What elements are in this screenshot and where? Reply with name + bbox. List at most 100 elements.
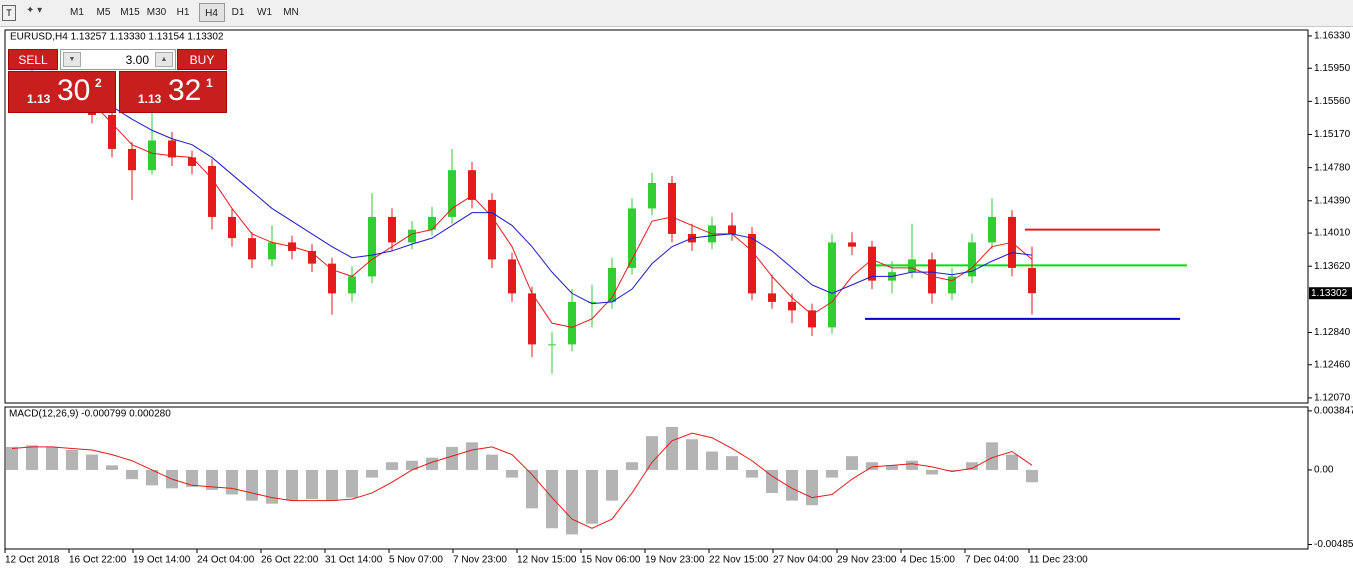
- x-tick-label: 4 Dec 15:00: [901, 555, 955, 566]
- macd-bar: [186, 469, 198, 487]
- volume-input[interactable]: ▼ 3.00 ▲: [60, 49, 176, 70]
- volume-value: 3.00: [125, 53, 149, 67]
- macd-bar: [566, 469, 578, 535]
- candle-body: [108, 114, 116, 149]
- candle-body: [428, 216, 436, 230]
- volume-down[interactable]: ▼: [63, 52, 81, 67]
- macd-bar: [646, 436, 658, 470]
- macd-bar: [6, 446, 18, 470]
- timeframe-button[interactable]: D1: [231, 7, 245, 18]
- x-tick-label: 7 Dec 04:00: [965, 555, 1019, 566]
- candle-body: [508, 259, 516, 294]
- candle-body: [668, 182, 676, 234]
- candle-body: [908, 259, 916, 273]
- candle-body: [348, 276, 356, 294]
- candle-body: [828, 242, 836, 328]
- y-tick-label: 1.14390: [1314, 195, 1351, 206]
- chart-title: EURUSD,H4 1.13257 1.13330 1.13154 1.1330…: [10, 32, 224, 43]
- y-tick-label: 1.15560: [1314, 96, 1351, 107]
- candle-body: [1028, 267, 1036, 294]
- macd-title: MACD(12,26,9) -0.000799 0.000280: [9, 409, 171, 420]
- macd-bar: [606, 469, 618, 501]
- macd-bar: [586, 469, 598, 524]
- last-price-label: 1.13302: [1311, 288, 1348, 299]
- candle-body: [528, 293, 536, 345]
- macd-bar: [526, 469, 538, 509]
- x-tick-label: 27 Nov 04:00: [773, 555, 833, 566]
- candle-body: [148, 140, 156, 171]
- buy-button[interactable]: BUY: [177, 49, 227, 70]
- macd-bar: [226, 469, 238, 495]
- candle-body: [388, 216, 396, 243]
- bid-price[interactable]: 1.13 30 2: [8, 71, 116, 113]
- macd-bar: [546, 469, 558, 529]
- macd-bar: [446, 446, 458, 470]
- ask-price[interactable]: 1.13 32 1: [119, 71, 227, 113]
- timeframe-button[interactable]: H4: [198, 3, 225, 22]
- x-tick-label: 22 Nov 15:00: [709, 555, 769, 566]
- y-tick-label: 1.12460: [1314, 359, 1351, 370]
- ask-large: 32: [168, 74, 202, 107]
- macd-bar: [246, 469, 258, 501]
- macd-pane: [4, 406, 1309, 550]
- x-tick-label: 11 Dec 23:00: [1029, 555, 1088, 566]
- candle-body: [168, 140, 176, 158]
- macd-bar: [666, 426, 678, 470]
- toolbar-icon[interactable]: ✦ ▾: [26, 5, 43, 16]
- timeframe-button[interactable]: M15: [120, 7, 140, 18]
- trade-panel: SELL ▼ 3.00 ▲ BUY 1.13 30 2 1.13 32 1: [8, 49, 227, 113]
- candle-body: [128, 148, 136, 171]
- timeframe-button[interactable]: H1: [176, 7, 190, 18]
- macd-bar: [826, 469, 838, 478]
- candle-body: [188, 157, 196, 166]
- candle-body: [628, 208, 636, 268]
- moving-average: [11, 88, 1033, 305]
- y-tick-label: 1.14010: [1314, 228, 1351, 239]
- macd-bar: [26, 445, 38, 470]
- macd-bar: [306, 469, 318, 500]
- macd-bar: [86, 454, 98, 470]
- macd-bar: [886, 465, 898, 470]
- macd-bar: [66, 449, 78, 470]
- macd-bar: [146, 469, 158, 486]
- x-tick-label: 24 Oct 04:00: [197, 555, 255, 566]
- moving-average: [11, 83, 1033, 328]
- candle-body: [488, 199, 496, 260]
- bid-large: 30: [57, 74, 91, 107]
- candle-body: [228, 216, 236, 239]
- x-tick-label: 19 Nov 23:00: [645, 555, 705, 566]
- ask-small: 1.13: [138, 92, 162, 106]
- macd-bar: [106, 465, 118, 470]
- sell-button[interactable]: SELL: [8, 49, 58, 70]
- macd-bar: [766, 469, 778, 493]
- y-tick-label: 1.14780: [1314, 162, 1351, 173]
- toolbar: T ✦ ▾ M1 M5 M15 M30 H1 H4 D1 W1 MN: [0, 0, 1353, 27]
- volume-up[interactable]: ▲: [155, 52, 173, 67]
- candle-body: [208, 165, 216, 217]
- toolbar-icon[interactable]: T: [2, 5, 16, 21]
- macd-bar: [386, 462, 398, 470]
- timeframe-button[interactable]: M5: [96, 7, 111, 18]
- macd-bar: [1026, 469, 1038, 483]
- y-tick-label: 1.16330: [1314, 31, 1351, 42]
- y-tick-label: 1.12070: [1314, 393, 1351, 404]
- candle-body: [328, 263, 336, 294]
- macd-bar: [466, 442, 478, 470]
- y-tick-label: 1.13620: [1314, 261, 1351, 272]
- candle-body: [408, 229, 416, 243]
- macd-bar: [286, 469, 298, 501]
- macd-bar: [866, 462, 878, 470]
- candle-body: [608, 267, 616, 302]
- timeframe-button[interactable]: MN: [283, 7, 299, 18]
- timeframe-button[interactable]: W1: [257, 7, 272, 18]
- macd-bar: [986, 442, 998, 470]
- macd-signal: [11, 432, 1033, 529]
- timeframe-button[interactable]: M1: [70, 7, 84, 18]
- candle-body: [728, 225, 736, 234]
- macd-bar: [786, 469, 798, 501]
- candle-body: [848, 242, 856, 247]
- timeframe-button[interactable]: M30: [146, 7, 167, 18]
- macd-bar: [726, 456, 738, 470]
- macd-bar: [406, 460, 418, 470]
